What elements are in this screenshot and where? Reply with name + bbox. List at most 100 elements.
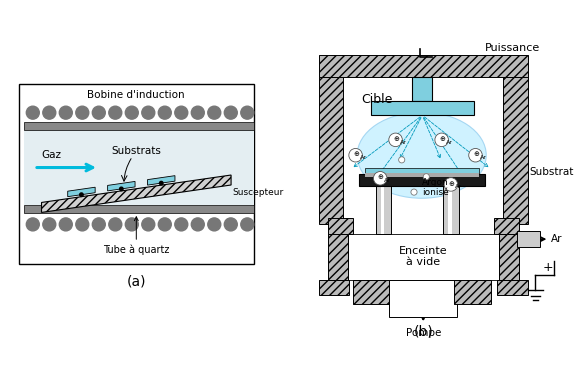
Text: ⊕: ⊕ — [353, 151, 359, 157]
Circle shape — [119, 187, 123, 190]
Bar — [517, 231, 540, 248]
Bar — [497, 280, 528, 295]
Text: Bobine d'induction: Bobine d'induction — [88, 90, 185, 100]
Circle shape — [79, 193, 83, 196]
Bar — [19, 84, 253, 264]
Ellipse shape — [357, 112, 486, 198]
Circle shape — [444, 178, 458, 191]
Bar — [381, 186, 385, 234]
Circle shape — [208, 218, 221, 231]
Circle shape — [241, 106, 254, 119]
Circle shape — [175, 218, 188, 231]
Bar — [24, 205, 253, 213]
Bar — [412, 77, 433, 101]
Bar — [328, 234, 348, 280]
Text: Tube à quartz: Tube à quartz — [103, 217, 169, 255]
Circle shape — [76, 218, 89, 231]
Circle shape — [125, 218, 138, 231]
Bar — [328, 218, 353, 234]
Bar — [499, 234, 519, 280]
Circle shape — [109, 106, 122, 119]
Bar — [24, 122, 253, 130]
Text: Enceinte
à vide: Enceinte à vide — [399, 246, 448, 267]
Circle shape — [435, 133, 448, 147]
Bar — [371, 101, 474, 115]
Circle shape — [469, 148, 482, 162]
Text: Ar: Ar — [445, 140, 452, 144]
Text: Ar: Ar — [551, 234, 562, 244]
Circle shape — [26, 218, 39, 231]
Bar — [348, 234, 499, 280]
Bar — [443, 186, 459, 234]
Circle shape — [158, 218, 171, 231]
Circle shape — [59, 218, 72, 231]
Bar — [319, 280, 349, 295]
Bar — [343, 77, 503, 172]
Text: Gaz: Gaz — [42, 150, 61, 160]
Circle shape — [349, 148, 362, 162]
Text: Substrat: Substrat — [530, 167, 574, 177]
Circle shape — [224, 106, 237, 119]
Text: Ar: Ar — [384, 178, 391, 183]
Bar — [365, 168, 478, 174]
Circle shape — [26, 106, 39, 119]
Circle shape — [224, 218, 237, 231]
Circle shape — [158, 106, 171, 119]
Text: (a): (a) — [126, 274, 146, 288]
Text: +: + — [543, 261, 554, 274]
Circle shape — [398, 157, 405, 163]
Polygon shape — [108, 182, 135, 191]
Bar — [353, 280, 389, 304]
Text: ⊕: ⊕ — [473, 151, 479, 157]
Text: Cible: Cible — [362, 93, 393, 106]
Polygon shape — [42, 175, 231, 212]
Text: ⊕: ⊕ — [439, 136, 445, 142]
Text: (b): (b) — [414, 324, 433, 338]
Circle shape — [208, 106, 221, 119]
Circle shape — [411, 189, 417, 195]
Text: ⊕: ⊕ — [393, 136, 399, 142]
Circle shape — [109, 218, 122, 231]
Text: Argon
ionisé: Argon ionisé — [422, 178, 449, 197]
Bar — [358, 174, 485, 186]
Circle shape — [160, 182, 163, 185]
Bar — [365, 173, 478, 177]
Text: Ar: Ar — [455, 184, 462, 189]
Polygon shape — [68, 187, 95, 196]
Bar — [319, 56, 528, 77]
Text: Pompe: Pompe — [405, 328, 441, 338]
Text: Ar: Ar — [360, 155, 367, 160]
Bar — [494, 218, 519, 234]
Circle shape — [142, 106, 155, 119]
Circle shape — [423, 174, 429, 180]
Circle shape — [125, 106, 138, 119]
Text: ⊕: ⊕ — [448, 180, 455, 186]
Text: Suscepteur: Suscepteur — [233, 188, 284, 197]
Circle shape — [175, 106, 188, 119]
Circle shape — [389, 133, 403, 147]
Circle shape — [59, 106, 72, 119]
Bar — [24, 130, 253, 205]
Bar — [454, 280, 491, 304]
Circle shape — [191, 218, 204, 231]
Bar — [389, 280, 457, 316]
Circle shape — [191, 106, 204, 119]
Text: Substrats: Substrats — [111, 146, 161, 156]
Circle shape — [92, 218, 106, 231]
Circle shape — [92, 106, 106, 119]
Bar — [376, 186, 391, 234]
Text: Puissance: Puissance — [485, 43, 540, 52]
Polygon shape — [147, 176, 175, 185]
Text: ⊕: ⊕ — [378, 174, 384, 180]
Circle shape — [374, 171, 387, 185]
Circle shape — [43, 218, 56, 231]
Bar — [448, 186, 452, 234]
Text: Ar: Ar — [480, 155, 487, 160]
Text: Ar: Ar — [400, 140, 407, 144]
Circle shape — [43, 106, 56, 119]
Circle shape — [142, 218, 155, 231]
Bar — [503, 77, 528, 224]
Circle shape — [241, 218, 254, 231]
Circle shape — [76, 106, 89, 119]
Bar — [319, 77, 343, 224]
